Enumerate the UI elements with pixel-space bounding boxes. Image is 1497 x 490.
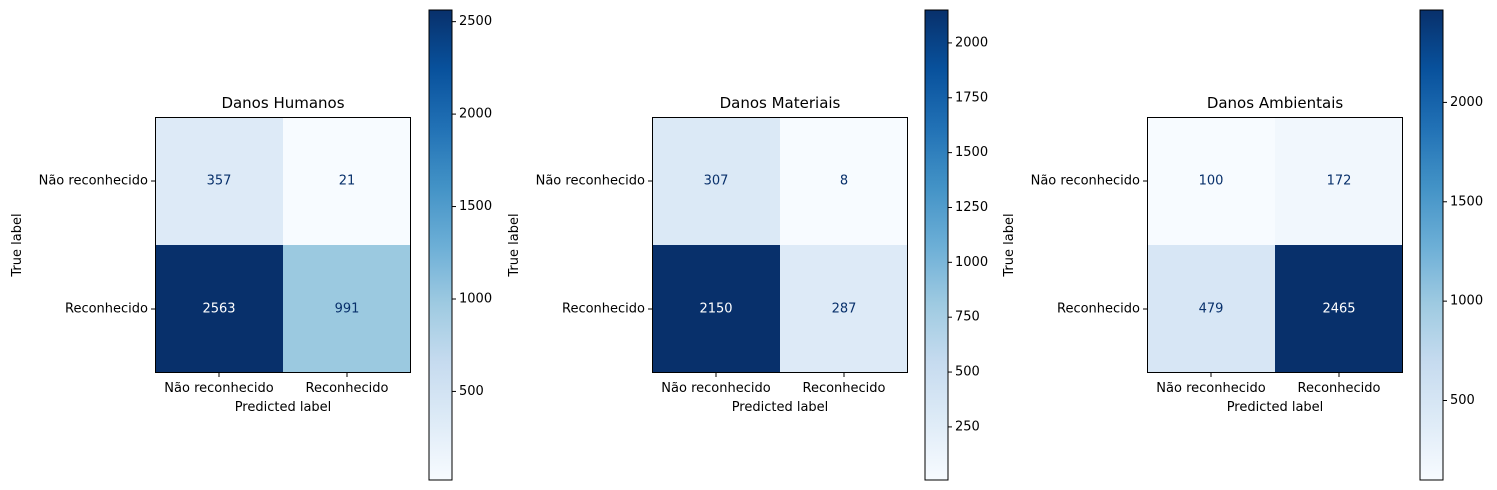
matrix-cell [155,245,283,373]
colorbar-tick-label: 1500 [459,199,492,214]
colorbar-tick-label: 1000 [1450,294,1483,309]
x-axis-label: Predicted label [1227,400,1324,415]
chart-title: Danos Humanos [221,94,344,112]
y-tick-label: Reconhecido [562,302,645,317]
cell-value: 479 [1199,302,1224,317]
matrix-cell [155,117,283,245]
colorbar-tick-label: 1000 [955,255,988,270]
cell-value: 2150 [699,302,732,317]
colorbar [1419,9,1444,481]
matrix-cell [1275,245,1403,373]
chart-title: Danos Materiais [720,94,841,112]
confusion-matrix-panel-2: 307 8 2150 287 Danos Materiais Não reconhecid… [507,9,988,481]
colorbar-tick-label: 500 [459,384,484,399]
colorbar-tick-label: 1500 [1450,194,1483,209]
colorbar-tick-label: 2000 [955,35,988,50]
colorbar-tick-label: 1500 [955,145,988,160]
colorbar-tick-label: 2500 [459,14,492,29]
matrix-cell [1147,245,1275,373]
cell-value: 100 [1199,174,1224,189]
colorbar-tick-label: 2000 [459,107,492,122]
colorbar-tick-label: 500 [955,365,980,380]
colorbar-tick-label: 500 [1450,393,1475,408]
cell-value: 172 [1327,174,1352,189]
colorbar-tick-label: 1000 [459,291,492,306]
matrix-cell [780,245,908,373]
matrix-cell [1275,117,1403,245]
y-tick-label: Não reconhecido [536,174,645,189]
matrix-cell [780,117,908,245]
x-tick-label: Não reconhecido [661,381,770,396]
matrix-cell [652,245,780,373]
matrix-cell [1147,117,1275,245]
x-tick-label: Não reconhecido [1156,381,1265,396]
cell-value: 287 [832,302,857,317]
colorbar-tick-label: 2000 [1450,95,1483,110]
x-axis-label: Predicted label [235,400,332,415]
cell-value: 307 [704,174,729,189]
matrix-cell [652,117,780,245]
x-tick-label: Não reconhecido [164,381,273,396]
cell-value: 357 [207,174,232,189]
cell-value: 2465 [1322,302,1355,317]
colorbar-tick-label: 1750 [955,90,988,105]
y-axis-label: True label [507,213,522,277]
cell-value: 8 [840,174,848,189]
matrix-cell [283,117,411,245]
y-tick-label: Reconhecido [65,302,148,317]
x-axis-label: Predicted label [732,400,829,415]
x-tick-label: Reconhecido [803,381,886,396]
colorbar-tick-label: 250 [955,419,980,434]
colorbar-tick-label: 750 [955,310,980,325]
y-tick-label: Reconhecido [1057,302,1140,317]
cell-value: 2563 [202,302,235,317]
y-axis-label: True label [10,213,25,277]
axes-frame [155,117,411,373]
x-tick-label: Reconhecido [306,381,389,396]
x-tick-label: Reconhecido [1298,381,1381,396]
y-tick-label: Não reconhecido [39,174,148,189]
y-axis-label: True label [1002,213,1017,277]
axes-frame [1147,117,1403,373]
colorbar [924,9,949,481]
colorbar [428,9,453,481]
colorbar-tick-label: 1250 [955,200,988,215]
chart-title: Danos Ambientais [1207,94,1344,112]
matrix-cell [283,245,411,373]
confusion-matrix-panel-3: 100 172 479 2465 Danos Ambientais Não reconhe… [1002,9,1483,481]
axes-frame [652,117,908,373]
cell-value: 991 [335,302,360,317]
cell-value: 21 [339,174,356,189]
confusion-matrix-panel-1: 357 21 2563 991 Danos Humanos Não reconhecido… [10,9,492,481]
y-tick-label: Não reconhecido [1031,174,1140,189]
